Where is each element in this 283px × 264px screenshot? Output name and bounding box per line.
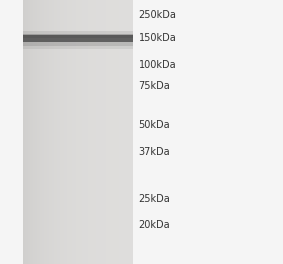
- Text: 75kDa: 75kDa: [139, 81, 170, 91]
- Text: 150kDa: 150kDa: [139, 33, 176, 43]
- Bar: [23, 35, 133, 42]
- Text: 100kDa: 100kDa: [139, 60, 176, 70]
- Text: 50kDa: 50kDa: [139, 120, 170, 130]
- Bar: [23, 46, 133, 49]
- Text: 250kDa: 250kDa: [139, 10, 177, 20]
- Text: 20kDa: 20kDa: [139, 220, 170, 230]
- Bar: [23, 42, 133, 46]
- Text: 37kDa: 37kDa: [139, 147, 170, 157]
- Bar: [23, 34, 133, 38]
- Bar: [23, 0, 133, 264]
- Bar: [23, 31, 133, 35]
- Text: 25kDa: 25kDa: [139, 194, 170, 204]
